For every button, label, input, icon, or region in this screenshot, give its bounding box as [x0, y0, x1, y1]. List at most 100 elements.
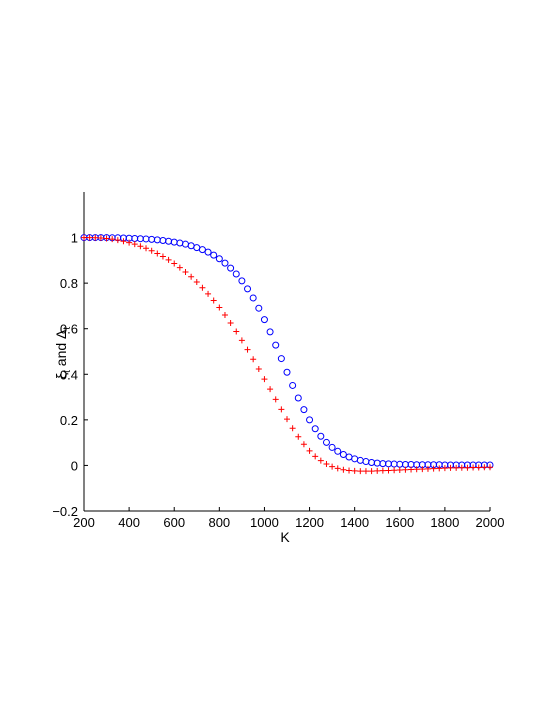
data-point-plus [255, 366, 262, 373]
y-axis-label-and: and [53, 339, 69, 370]
data-point-plus [159, 253, 166, 260]
x-tick-label: 800 [208, 515, 230, 530]
data-point-plus [103, 235, 110, 242]
data-point-circle [351, 455, 359, 463]
x-tick-label: 1600 [385, 515, 414, 530]
data-point-circle [249, 294, 257, 302]
data-point-circle [379, 460, 387, 468]
data-point-circle [210, 251, 218, 259]
data-point-plus [216, 304, 223, 311]
y-tick-label: 0.2 [60, 413, 78, 428]
data-point-plus [227, 320, 234, 327]
data-point-plus [97, 235, 104, 242]
y-tick-label: 0 [71, 458, 78, 473]
data-point-plus [143, 245, 150, 252]
data-point-circle [368, 458, 376, 466]
data-point-circle [170, 238, 178, 246]
data-point-plus [188, 273, 195, 280]
data-point-plus [193, 279, 200, 286]
data-point-plus [436, 465, 443, 472]
data-point-plus [379, 467, 386, 474]
series-2 [81, 234, 493, 475]
data-point-circle [339, 450, 347, 458]
data-point-plus [120, 238, 127, 245]
data-point-plus [278, 406, 285, 413]
series-1 [80, 234, 494, 469]
data-point-plus [424, 465, 431, 472]
data-point-circle [345, 453, 353, 461]
y-axis-label-delta: Δ [53, 330, 69, 339]
data-point-circle [148, 235, 156, 243]
y-tick-label: 0.8 [60, 276, 78, 291]
data-point-plus [391, 467, 398, 474]
data-point-circle [193, 244, 201, 252]
data-point-circle [260, 316, 268, 324]
data-point-plus [210, 297, 217, 304]
data-point-circle [283, 368, 291, 376]
data-point-plus [233, 328, 240, 335]
data-point-plus [205, 290, 212, 297]
data-point-plus [148, 247, 155, 254]
data-point-plus [86, 234, 93, 241]
x-tick-label: 1800 [430, 515, 459, 530]
data-point-plus [340, 466, 347, 473]
data-point-plus [114, 237, 121, 244]
data-point-plus [396, 466, 403, 473]
data-point-circle [198, 246, 206, 254]
data-point-plus [92, 234, 99, 241]
axes [83, 192, 491, 512]
data-point-plus [419, 466, 426, 473]
data-point-circle [390, 460, 398, 468]
data-point-plus [481, 464, 488, 471]
data-point-circle [153, 236, 161, 244]
data-point-circle [277, 355, 285, 363]
data-point-plus [357, 468, 364, 475]
data-point-plus [176, 264, 183, 271]
data-point-circle [300, 406, 308, 414]
y-axis-label-xi-sub: t [62, 370, 73, 373]
data-point-circle [244, 285, 252, 293]
data-point-plus [447, 464, 454, 471]
data-point-circle [221, 259, 229, 267]
data-point-circle [306, 416, 314, 424]
x-tick-label: 400 [118, 515, 140, 530]
x-tick-label: 1000 [250, 515, 279, 530]
y-tick-label: 0.4 [60, 367, 78, 382]
data-point-plus [306, 447, 313, 454]
data-point-plus [272, 396, 279, 403]
data-point-plus [250, 356, 257, 363]
data-point-plus [470, 464, 477, 471]
x-tick-label: 200 [73, 515, 95, 530]
data-point-plus [131, 241, 138, 248]
data-point-plus [267, 386, 274, 393]
data-point-plus [385, 467, 392, 474]
data-point-plus [182, 268, 189, 275]
data-point-plus [238, 337, 245, 344]
y-tick-label: 1 [71, 231, 78, 246]
data-point-circle [396, 460, 404, 468]
data-point-circle [289, 381, 297, 389]
y-tick-label: −0.2 [52, 504, 78, 519]
data-point-circle [356, 456, 364, 464]
data-point-circle [272, 341, 280, 349]
data-point-plus [199, 284, 206, 291]
data-point-plus [284, 416, 290, 423]
data-point-plus [165, 256, 172, 263]
data-point-plus [261, 376, 268, 383]
data-point-plus [289, 425, 296, 432]
data-point-plus [334, 465, 341, 472]
data-point-circle [182, 240, 189, 248]
data-point-plus [487, 464, 493, 471]
x-tick-label: 600 [163, 515, 185, 530]
data-point-circle [238, 277, 246, 285]
data-point-circle [294, 394, 302, 402]
y-axis-label: ξt and Δt [53, 327, 73, 380]
data-point-circle [255, 304, 263, 312]
data-point-circle [215, 255, 223, 263]
data-point-plus [109, 236, 116, 243]
data-point-plus [300, 441, 307, 448]
x-tick-label: 2000 [476, 515, 505, 530]
data-point-plus [137, 243, 144, 250]
data-point-plus [81, 234, 87, 241]
data-point-plus [329, 463, 336, 470]
